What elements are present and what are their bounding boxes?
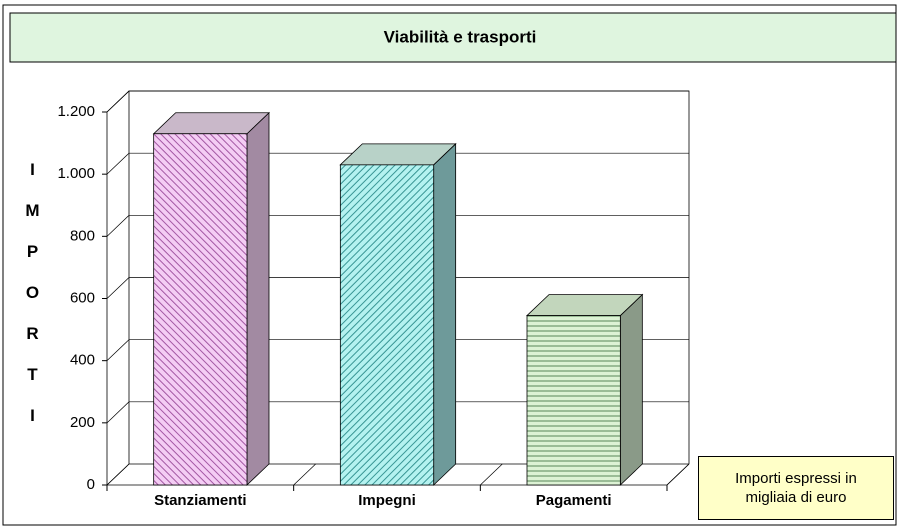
y-tick-label: 400: [70, 352, 95, 369]
bar-side: [433, 142, 457, 486]
bar-side: [246, 111, 270, 486]
bar: [152, 111, 270, 486]
y-tick-label: 800: [70, 227, 95, 244]
bar: [339, 142, 457, 486]
y-tick-label: 200: [70, 414, 95, 431]
grid-line: [106, 339, 689, 361]
y-tick-label: 600: [70, 289, 95, 306]
annotation: Importi espressi in migliaia di euro: [698, 456, 894, 520]
bar-front: [339, 164, 435, 486]
grid-line: [106, 152, 689, 175]
grid-line: [106, 214, 689, 237]
y-tick-label: 1.000: [57, 165, 95, 182]
frame: [2, 4, 897, 526]
x-tick-label: Stanziamenti: [154, 492, 247, 509]
y-tick-label: 1.200: [57, 103, 95, 120]
y-tick-label: 0: [87, 476, 95, 493]
y-axis-label: IMPORTI: [23, 160, 42, 447]
floor-divider: [293, 463, 316, 486]
bar: [526, 293, 644, 486]
bar-front: [153, 133, 248, 486]
floor-divider: [106, 463, 130, 486]
x-tick-label: Impegni: [358, 492, 416, 509]
grid-line: [106, 401, 689, 424]
grid-line: [106, 277, 689, 299]
bar-side: [619, 293, 643, 486]
grid-line: [106, 90, 689, 113]
chart-title: Viabilità e trasporti: [384, 27, 537, 46]
title-box: [9, 12, 897, 63]
floor-divider: [480, 463, 503, 486]
floor-divider: [666, 463, 690, 486]
x-tick-label: Pagamenti: [536, 492, 612, 509]
bar-front: [526, 315, 621, 486]
